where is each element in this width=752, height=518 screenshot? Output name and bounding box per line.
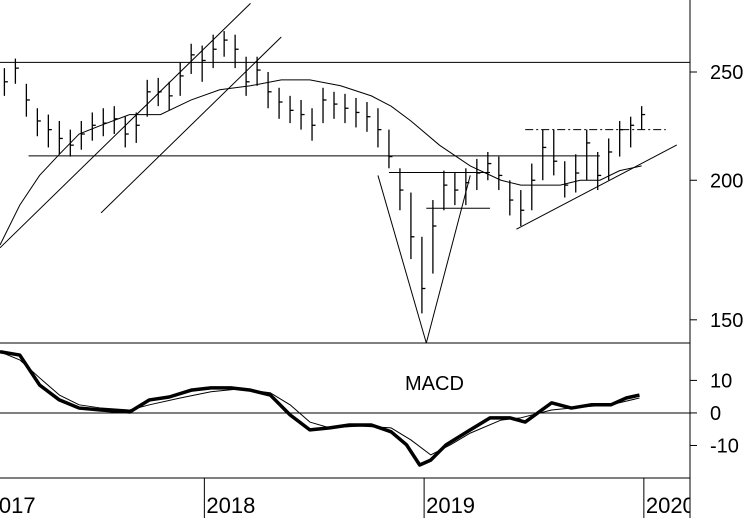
- moving-average: [0, 79, 642, 246]
- y-tick-label: 250: [710, 62, 743, 84]
- frame: [0, 0, 691, 518]
- macd-line: [0, 351, 640, 456]
- y-tick-label: -10: [710, 435, 739, 457]
- x-tick-label: 2017: [0, 493, 36, 518]
- trend-line: [377, 175, 427, 344]
- y-tick-label: 10: [710, 370, 732, 392]
- trend-line: [0, 3, 251, 249]
- x-tick-label: 2020: [646, 493, 695, 518]
- x-tick-label: 2018: [206, 493, 255, 518]
- trend-line: [100, 36, 282, 214]
- macd-label: MACD: [405, 373, 464, 395]
- macd-line: [0, 350, 640, 467]
- trend-line: [516, 144, 678, 230]
- y-tick-label: 200: [710, 170, 743, 192]
- trend-line: [425, 175, 471, 344]
- y-tick-label: 0: [710, 403, 721, 425]
- y-tick-label: 150: [710, 310, 743, 332]
- x-tick-label: 2019: [426, 493, 475, 518]
- plot-area: 2017 2018 2019 2020: [0, 3, 695, 518]
